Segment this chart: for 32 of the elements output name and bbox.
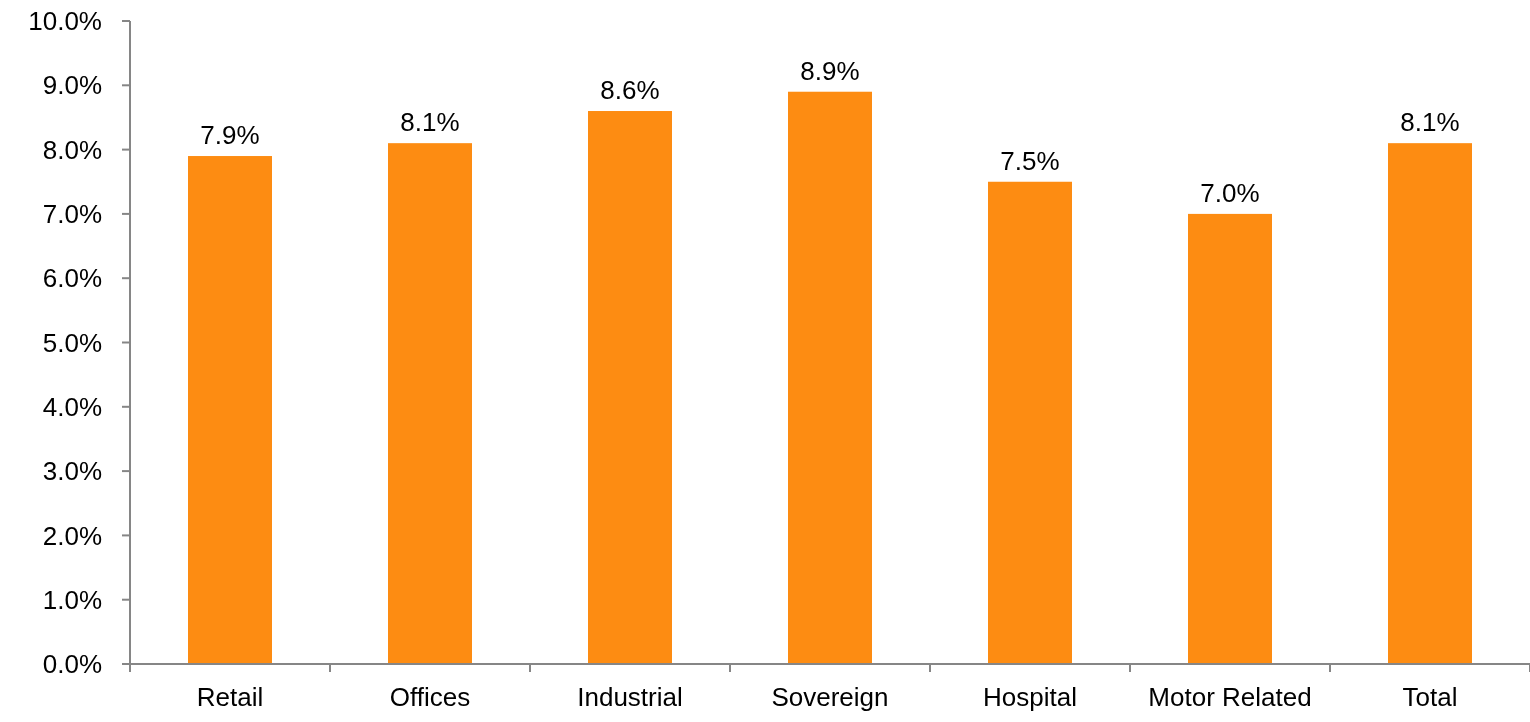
x-tick-label: Industrial <box>577 682 683 712</box>
bar <box>988 181 1072 664</box>
x-tick-label: Offices <box>389 682 471 712</box>
data-label: 8.1% <box>1400 107 1460 138</box>
x-tick-label: Hospital <box>983 682 1077 712</box>
data-label: 8.1% <box>400 107 460 138</box>
y-tick-label: 8.0% <box>42 134 102 165</box>
y-tick-label: 0.0% <box>42 649 102 680</box>
data-label: 8.6% <box>600 75 660 106</box>
y-tick-label: 1.0% <box>42 584 102 615</box>
y-tick-label: 4.0% <box>42 391 102 422</box>
data-label: 8.9% <box>800 55 860 86</box>
bar <box>1188 213 1272 664</box>
x-tick-label: Retail <box>196 682 264 712</box>
y-tick-label: 6.0% <box>42 263 102 294</box>
bar <box>188 156 272 664</box>
data-label: 7.0% <box>1200 177 1260 208</box>
y-tick-label: 5.0% <box>42 327 102 358</box>
y-tick-label: 2.0% <box>42 520 102 551</box>
x-tick-label: Total <box>1402 682 1458 712</box>
y-tick-label: 7.0% <box>42 199 102 229</box>
x-tick-label: Motor Related <box>1148 682 1312 712</box>
y-tick-label: 10.0% <box>28 6 102 37</box>
bar <box>588 111 672 664</box>
y-tick-label: 3.0% <box>42 456 102 487</box>
bar <box>1388 143 1472 664</box>
x-tick-label: Sovereign <box>771 682 889 712</box>
bar <box>788 91 872 664</box>
y-tick-label: 9.0% <box>42 70 102 101</box>
data-label: 7.9% <box>200 120 260 151</box>
bar <box>388 143 472 664</box>
data-label: 7.5% <box>1000 145 1060 176</box>
